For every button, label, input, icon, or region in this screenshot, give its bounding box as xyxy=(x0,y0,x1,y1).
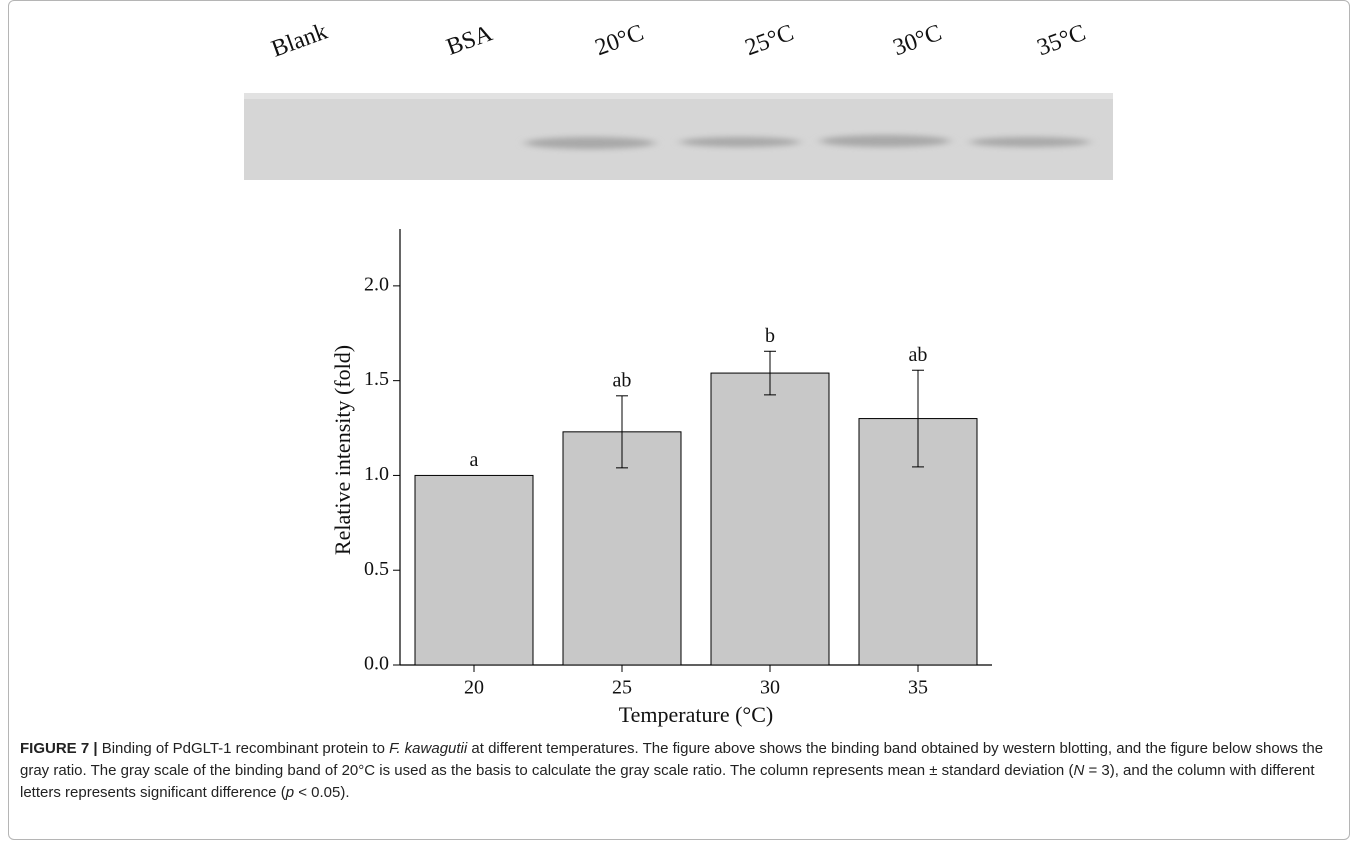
y-tick-label: 1.0 xyxy=(364,463,389,485)
lane-label: 30°C xyxy=(890,20,946,61)
caption: FIGURE 7 | Binding of PdGLT-1 recombinan… xyxy=(20,738,1342,804)
y-tick-label: 0.0 xyxy=(364,653,389,675)
caption-symbol: N xyxy=(1073,762,1084,779)
bar xyxy=(415,475,533,665)
lane-label: 20°C xyxy=(592,20,648,61)
caption-text: Binding of PdGLT-1 recombinant protein t… xyxy=(102,740,389,757)
lane-label: 25°C xyxy=(742,20,798,61)
x-axis-label: Temperature (°C) xyxy=(619,702,773,727)
x-tick-label: 35 xyxy=(908,677,928,699)
y-axis-label: Relative intensity (fold) xyxy=(330,345,355,555)
bar xyxy=(711,373,829,665)
caption-species: F. kawagutii xyxy=(389,740,467,757)
x-tick-label: 20 xyxy=(464,677,484,699)
significance-letter: ab xyxy=(613,369,632,391)
caption-label: FIGURE 7 | xyxy=(20,740,98,757)
y-tick-label: 2.0 xyxy=(364,273,389,295)
lane-label: BSA xyxy=(443,20,496,61)
caption-text: < 0.05). xyxy=(294,784,349,801)
significance-letter: a xyxy=(470,449,479,471)
y-tick-label: 1.5 xyxy=(364,368,389,390)
x-tick-label: 30 xyxy=(760,677,780,699)
figure: Blank BSA 20°C 25°C 30°C 35°C 0.0 0.5 1.0 1.5 2.0… xyxy=(0,0,1360,730)
blot-image xyxy=(244,93,1113,180)
significance-letter: ab xyxy=(909,344,928,366)
y-tick-label: 0.5 xyxy=(364,558,389,580)
page: {"blot": {"lanes": ["Blank", "BSA", "20°… xyxy=(0,0,1360,847)
lane-label: Blank xyxy=(268,19,331,63)
significance-letter: b xyxy=(765,325,775,347)
x-tick-label: 25 xyxy=(612,677,632,699)
caption-symbol: p xyxy=(286,784,294,801)
lane-label: 35°C xyxy=(1034,20,1090,61)
